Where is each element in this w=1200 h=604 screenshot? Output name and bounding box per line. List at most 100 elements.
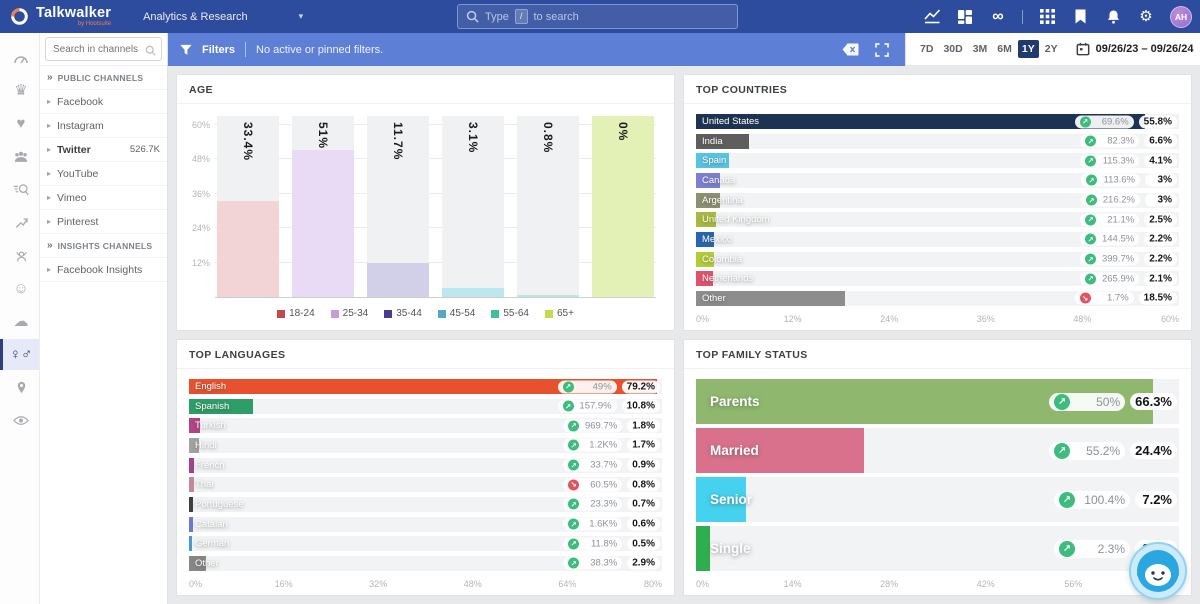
- bar-track: [189, 516, 662, 532]
- rail-item-influencer[interactable]: [0, 240, 39, 271]
- age-column-18-24[interactable]: 33.4%: [217, 116, 279, 297]
- rail-item-smiley[interactable]: ☺: [0, 273, 39, 304]
- bar-argentina[interactable]: Argentina: [696, 192, 743, 208]
- bar-thai[interactable]: Thai: [189, 477, 213, 493]
- channel-item-twitter[interactable]: ▸ Twitter 526.7K: [40, 138, 167, 162]
- legend-item-45-54[interactable]: 45-54: [437, 308, 475, 319]
- rail-item-gauge[interactable]: [0, 42, 39, 73]
- global-search-input[interactable]: Type / to search: [457, 4, 738, 29]
- rail-item-map[interactable]: [0, 372, 39, 403]
- bar-row-spanish: Spanish ↗ 157.9% 10.8%: [189, 398, 662, 414]
- infinity-icon[interactable]: ∞: [992, 7, 1004, 25]
- age-bar-25-34[interactable]: [292, 150, 354, 297]
- rail-item-gender[interactable]: ♀♂: [0, 339, 39, 370]
- range-button-30d[interactable]: 30D: [939, 40, 966, 58]
- bar-turkish[interactable]: Turkish: [189, 418, 226, 434]
- talkwalker-logo[interactable]: Talkwalker by Hootsuite: [10, 6, 111, 27]
- calendar-icon[interactable]: [1076, 42, 1090, 56]
- bar-french[interactable]: French: [189, 457, 225, 473]
- channel-search-input[interactable]: [45, 37, 162, 61]
- age-column-55-64[interactable]: 0.8%: [517, 116, 579, 297]
- range-button-3m[interactable]: 3M: [969, 40, 992, 58]
- age-column-25-34[interactable]: 51%: [292, 116, 354, 297]
- bar-german[interactable]: German: [189, 536, 229, 552]
- rail-item-eye[interactable]: [0, 405, 39, 436]
- date-range-display[interactable]: 09/26/23 – 09/26/24: [1095, 43, 1194, 55]
- share-value: 2.2%: [1144, 232, 1177, 246]
- gear-icon[interactable]: ⚙: [1139, 8, 1153, 25]
- legend-item-18-24[interactable]: 18-24: [277, 308, 315, 319]
- bar-spanish[interactable]: Spanish: [189, 398, 253, 414]
- bar-india[interactable]: India: [696, 133, 750, 149]
- legend-item-55-64[interactable]: 55-64: [491, 308, 529, 319]
- range-button-6m[interactable]: 6M: [993, 40, 1016, 58]
- rail-item-cloud[interactable]: ☁: [0, 306, 39, 337]
- change-value: 23.3%: [590, 498, 618, 510]
- bar-single[interactable]: Single: [696, 526, 751, 571]
- channel-item-instagram[interactable]: ▸ Instagram: [40, 114, 167, 138]
- legend-item-65[interactable]: 65+: [544, 308, 574, 319]
- bar-value-label: 33.4%: [241, 122, 255, 162]
- channel-item-facebook[interactable]: ▸ Facebook: [40, 90, 167, 114]
- range-button-1y[interactable]: 1Y: [1017, 40, 1039, 58]
- bar-netherlands[interactable]: Netherlands: [696, 271, 753, 287]
- range-button-2y[interactable]: 2Y: [1041, 40, 1062, 58]
- user-avatar[interactable]: AH: [1170, 5, 1192, 28]
- bar-portuguese[interactable]: Portuguese: [189, 496, 244, 512]
- bar-rows: Parents ↗ 50% 66.3% Married ↗ 55.2% 24.4% Senior…: [696, 379, 1179, 571]
- bar-colombia[interactable]: Colombia: [696, 251, 742, 267]
- trend-up-icon: ↗: [1054, 442, 1071, 459]
- bar-other[interactable]: Other: [189, 555, 219, 571]
- age-bar-45-54[interactable]: [442, 288, 504, 297]
- age-column-65[interactable]: 0%: [592, 116, 654, 297]
- legend-item-25-34[interactable]: 25-34: [330, 308, 368, 319]
- rail-item-trend[interactable]: [0, 207, 39, 238]
- bar-hindi[interactable]: Hindi: [189, 437, 217, 453]
- bar-senior[interactable]: Senior: [696, 477, 752, 522]
- bar-metrics: ↗ 69.6% 55.8%: [1074, 115, 1177, 128]
- channel-section-insights-channels[interactable]: » INSIGHTS CHANNELS: [40, 234, 167, 258]
- channel-section-public-channels[interactable]: » PUBLIC CHANNELS: [40, 66, 167, 90]
- bar-other[interactable]: Other: [696, 290, 845, 306]
- bar-catalan[interactable]: Catalan: [189, 516, 228, 532]
- bar-married[interactable]: Married: [696, 428, 865, 473]
- age-bar-18-24[interactable]: [217, 201, 279, 297]
- age-panel: AGE 12% 24% 36% 48% 60% 33.4% 51% 11.7% 3.1% 0.8%…: [176, 74, 675, 331]
- age-bar-55-64[interactable]: [517, 294, 579, 297]
- bar-united-states[interactable]: United States: [696, 114, 1146, 129]
- rail-item-people[interactable]: [0, 141, 39, 172]
- channel-item-youtube[interactable]: ▸ YouTube: [40, 162, 167, 186]
- dashboard-icon[interactable]: [956, 8, 974, 26]
- app-menu-dropdown[interactable]: Analytics & Research ▾: [143, 11, 303, 23]
- bar-spain[interactable]: Spain: [696, 153, 729, 169]
- age-column-45-54[interactable]: 3.1%: [442, 116, 504, 297]
- fullscreen-icon[interactable]: [871, 39, 893, 61]
- filters-button[interactable]: Filters: [202, 43, 236, 56]
- gender-icon: ♀♂: [9, 346, 33, 363]
- section-header-label: PUBLIC CHANNELS: [57, 72, 144, 83]
- bar-metrics: ↗ 21.1% 2.5%: [1080, 213, 1177, 227]
- clear-filters-button[interactable]: [839, 39, 861, 61]
- legend-item-35-44[interactable]: 35-44: [384, 308, 422, 319]
- rail-item-heart[interactable]: ♥: [0, 108, 39, 139]
- channel-item-facebook-insights[interactable]: ▸ Facebook Insights: [40, 258, 167, 282]
- bookmark-icon[interactable]: [1071, 8, 1089, 26]
- share-value: 0.5%: [627, 537, 660, 551]
- bar-mexico[interactable]: Mexico: [696, 231, 732, 247]
- channel-item-pinterest[interactable]: ▸ Pinterest: [40, 210, 167, 234]
- chat-widget-button[interactable]: [1129, 542, 1187, 600]
- bar-canada[interactable]: Canada: [696, 172, 735, 188]
- bell-icon[interactable]: [1104, 8, 1122, 26]
- trend-up-icon: ↗: [1086, 174, 1097, 186]
- bar-united-kingdom[interactable]: United Kingdom: [696, 212, 770, 228]
- change-pill: ↗ 38.3%: [563, 556, 623, 570]
- channel-item-vimeo[interactable]: ▸ Vimeo: [40, 186, 167, 210]
- analytics-line-icon[interactable]: [923, 8, 941, 26]
- rail-item-listening[interactable]: [0, 174, 39, 205]
- age-column-35-44[interactable]: 11.7%: [367, 116, 429, 297]
- range-button-7d[interactable]: 7D: [916, 40, 937, 58]
- rail-item-crown[interactable]: ♛: [0, 75, 39, 106]
- age-bar-35-44[interactable]: [367, 263, 429, 297]
- bar-english[interactable]: English: [189, 379, 658, 394]
- apps-grid-icon[interactable]: [1038, 8, 1056, 26]
